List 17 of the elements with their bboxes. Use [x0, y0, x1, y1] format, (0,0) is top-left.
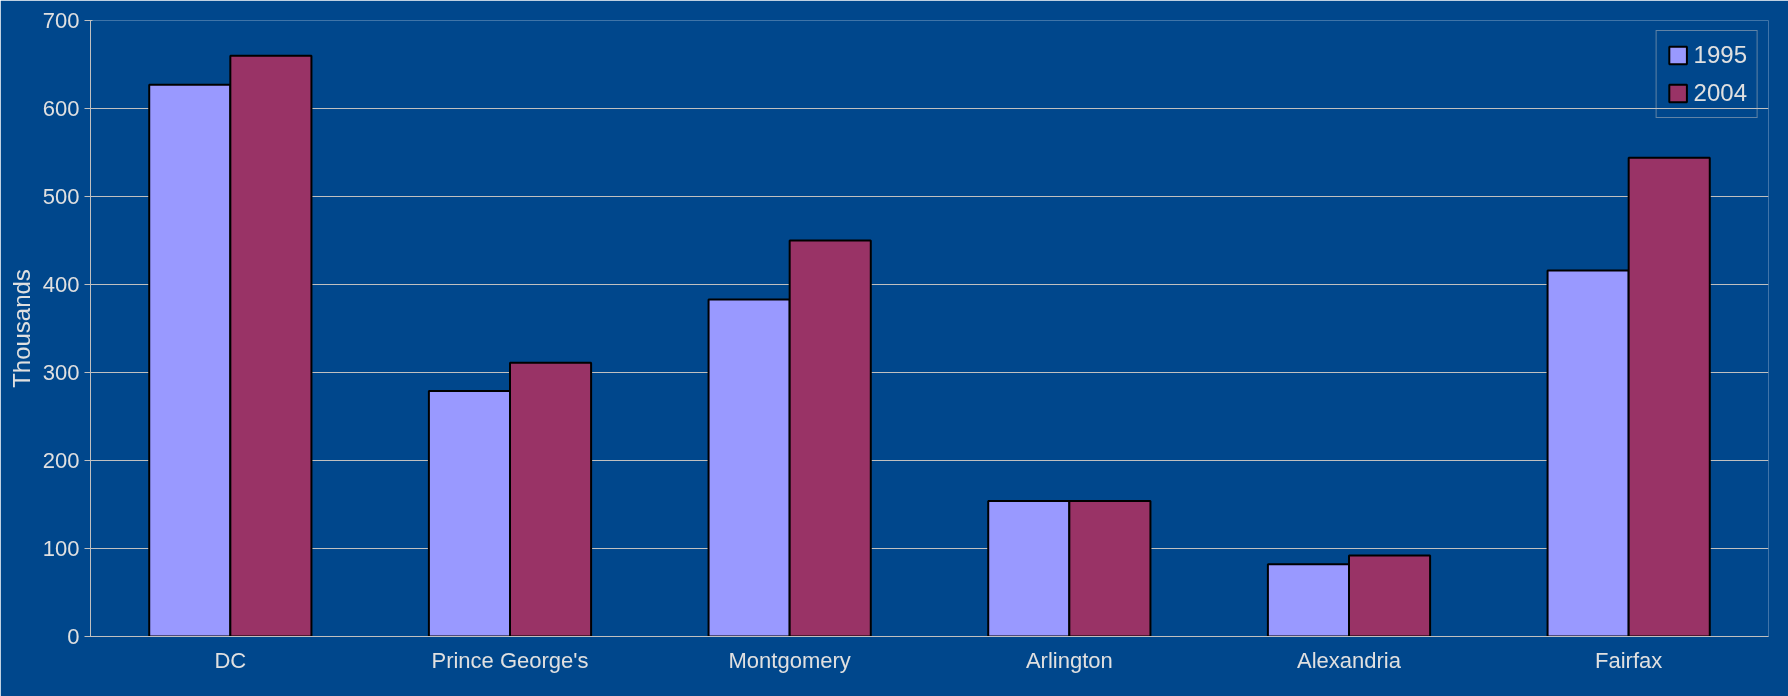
y-axis-title: Thousands: [7, 269, 35, 388]
legend-label: 2004: [1693, 79, 1747, 107]
y-tick-label: 600: [42, 96, 80, 121]
x-tick-label: Fairfax: [1595, 647, 1663, 673]
x-tick-label: DC: [214, 647, 247, 673]
y-tick-label: 500: [42, 184, 80, 209]
y-tick-label: 400: [42, 272, 80, 297]
y-tick-label: 300: [42, 360, 80, 385]
x-tick-label: Alexandria: [1297, 647, 1402, 673]
legend-label: 1995: [1693, 41, 1747, 69]
x-tick-label: Montgomery: [728, 647, 851, 673]
x-tick-label: Arlington: [1025, 647, 1113, 673]
y-tick-label: 0: [67, 624, 80, 649]
y-tick-label: 700: [42, 8, 80, 33]
x-tick-label: Prince George's: [431, 647, 589, 673]
y-tick-label: 200: [42, 448, 80, 473]
y-tick-label: 100: [42, 536, 80, 561]
